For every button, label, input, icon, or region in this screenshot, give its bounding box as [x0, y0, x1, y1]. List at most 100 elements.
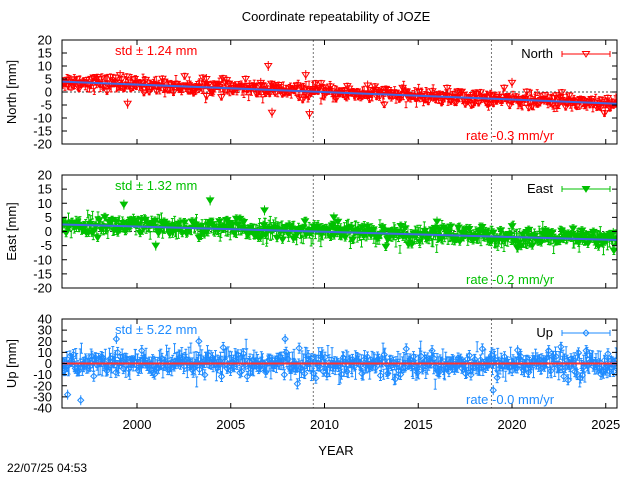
data-point — [581, 51, 591, 58]
data-point — [92, 74, 102, 82]
data-point — [476, 89, 485, 97]
data-point — [524, 226, 534, 234]
data-point — [74, 367, 83, 375]
x-tick-label: 2010 — [310, 417, 339, 432]
data-point — [545, 346, 553, 355]
data-point — [518, 231, 528, 239]
data-point — [219, 343, 227, 352]
x-axis-label: YEAR — [318, 443, 353, 458]
data-point — [389, 358, 398, 367]
data-point — [580, 363, 588, 371]
chart-title: Coordinate repeatability of JOZE — [242, 9, 431, 24]
x-tick-label: 2015 — [404, 417, 433, 432]
data-point — [122, 73, 132, 81]
data-point — [226, 366, 235, 375]
y-tick-label: 20 — [38, 168, 52, 183]
data-point — [371, 364, 379, 372]
y-tick-label: -5 — [40, 238, 52, 253]
data-point — [363, 82, 373, 90]
data-point — [413, 368, 422, 377]
data-point — [112, 368, 120, 377]
data-point — [507, 223, 517, 231]
y-tick-label: 0 — [45, 85, 52, 100]
legend: Up — [536, 325, 611, 340]
data-point — [280, 371, 289, 379]
data-point — [159, 78, 169, 86]
data-point — [293, 380, 302, 388]
std-label: std ± 1.32 mm — [115, 178, 197, 193]
data-point — [309, 369, 318, 377]
y-tick-label: -10 — [33, 252, 52, 267]
data-point — [304, 351, 312, 360]
data-point — [378, 358, 387, 366]
data-point — [379, 101, 389, 109]
data-point — [304, 93, 314, 101]
data-point — [180, 362, 188, 371]
y-tick-label: 15 — [38, 182, 52, 197]
data-point — [478, 345, 487, 353]
data-point — [557, 343, 565, 351]
data-point — [72, 76, 82, 84]
data-point — [295, 344, 303, 352]
data-point — [423, 98, 433, 106]
data-point — [315, 362, 323, 370]
data-point — [282, 348, 290, 356]
data-point — [396, 370, 405, 379]
data-point — [363, 353, 372, 361]
y-tick-label: 15 — [38, 46, 52, 61]
data-point — [487, 92, 496, 100]
data-point — [477, 223, 487, 231]
data-point — [115, 72, 125, 80]
data-point — [604, 350, 612, 358]
data-point — [583, 362, 592, 370]
data-point — [111, 74, 121, 82]
y-tick-label: 10 — [38, 345, 52, 360]
y-axis-label: North [mm] — [4, 60, 19, 124]
data-point — [263, 63, 273, 70]
data-point — [400, 225, 410, 233]
data-point — [274, 82, 284, 89]
data-point — [180, 73, 190, 81]
data-point — [314, 85, 324, 93]
data-point — [513, 346, 522, 354]
data-point — [417, 352, 425, 360]
data-point — [594, 243, 603, 251]
data-point — [261, 231, 270, 239]
data-point — [202, 93, 212, 100]
data-point — [391, 375, 400, 383]
data-point — [144, 88, 154, 96]
x-tick-label: 2005 — [216, 417, 245, 432]
y-tick-label: 0 — [45, 356, 52, 371]
data-point — [568, 225, 578, 233]
data-point — [547, 229, 557, 237]
data-point — [301, 369, 309, 378]
data-point — [568, 358, 577, 366]
legend-label: East — [527, 181, 553, 196]
data-point — [457, 88, 467, 96]
y-tick-label: -10 — [33, 111, 52, 126]
data-point — [205, 197, 215, 205]
data-point — [135, 229, 145, 237]
data-point — [337, 370, 346, 378]
data-point — [187, 84, 197, 92]
data-point — [507, 79, 517, 87]
y-tick-label: -20 — [33, 137, 52, 152]
data-point — [368, 226, 378, 234]
data-point — [218, 75, 228, 83]
x-tick-label: 2020 — [498, 417, 527, 432]
data-point — [123, 355, 131, 363]
data-point — [256, 79, 266, 87]
data-point — [516, 242, 526, 250]
y-tick-label: -5 — [40, 98, 52, 113]
data-point — [557, 89, 567, 97]
data-point — [572, 369, 581, 377]
data-point — [237, 367, 246, 376]
data-point — [474, 363, 483, 371]
data-point — [152, 87, 161, 95]
std-label: std ± 1.24 mm — [115, 43, 197, 58]
